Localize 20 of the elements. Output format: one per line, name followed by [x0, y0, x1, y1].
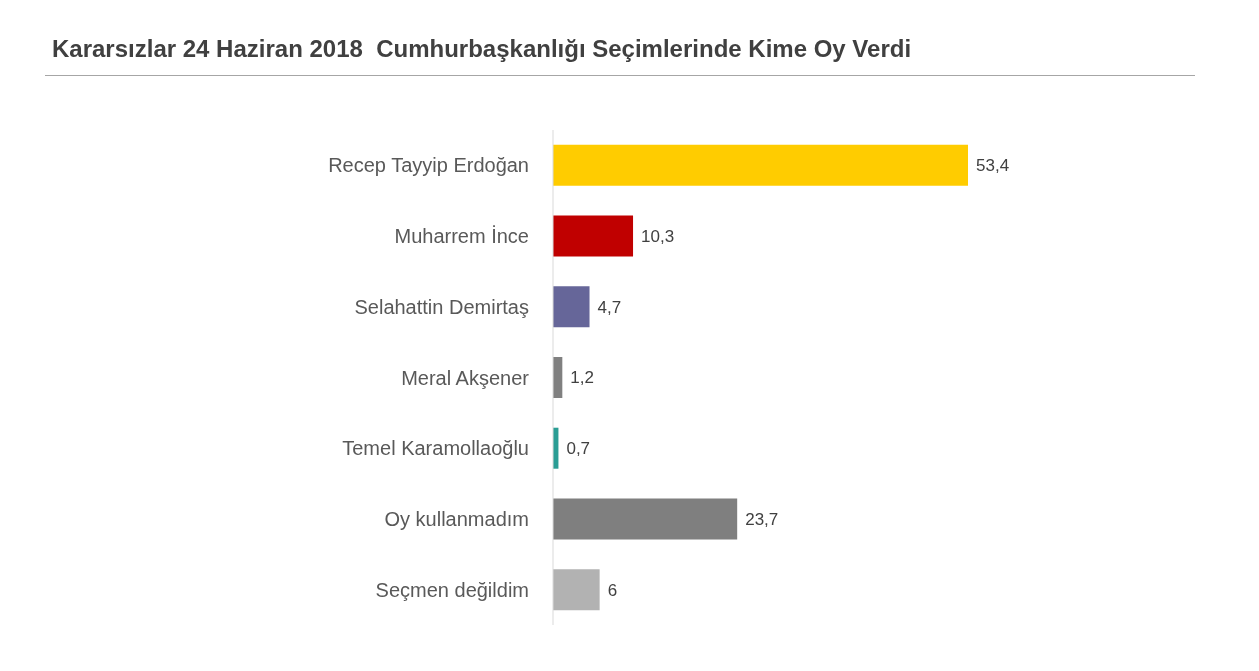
data-label: 23,7	[745, 509, 779, 529]
y-tick-label: Oy kullanmadım	[384, 508, 529, 531]
y-tick-label: Meral Akşener	[401, 366, 530, 389]
data-label: 4,7	[597, 297, 622, 317]
bar	[553, 215, 634, 257]
y-tick-label: Temel Karamollaoğlu	[342, 437, 529, 460]
data-label: 6	[607, 580, 618, 600]
bar	[553, 569, 600, 611]
y-tick-label: Seçmen değildim	[375, 578, 529, 601]
bar	[553, 144, 968, 186]
y-tick-label: Recep Tayyip Erdoğan	[328, 154, 529, 177]
chart-title: Kararsızlar 24 Haziran 2018 Cumhurbaşkanlığı Seçimlerinde Kime Oy Verdi	[52, 35, 912, 63]
y-tick-label: Muharrem İnce	[394, 225, 529, 248]
data-label: 1,2	[570, 368, 594, 388]
y-tick-label: Selahattin Demirtaş	[354, 295, 529, 318]
bar	[553, 498, 738, 540]
data-label: 53,4	[976, 156, 1010, 176]
bar	[553, 286, 590, 328]
data-label: 0,7	[566, 439, 591, 459]
data-label: 10,3	[641, 227, 675, 247]
